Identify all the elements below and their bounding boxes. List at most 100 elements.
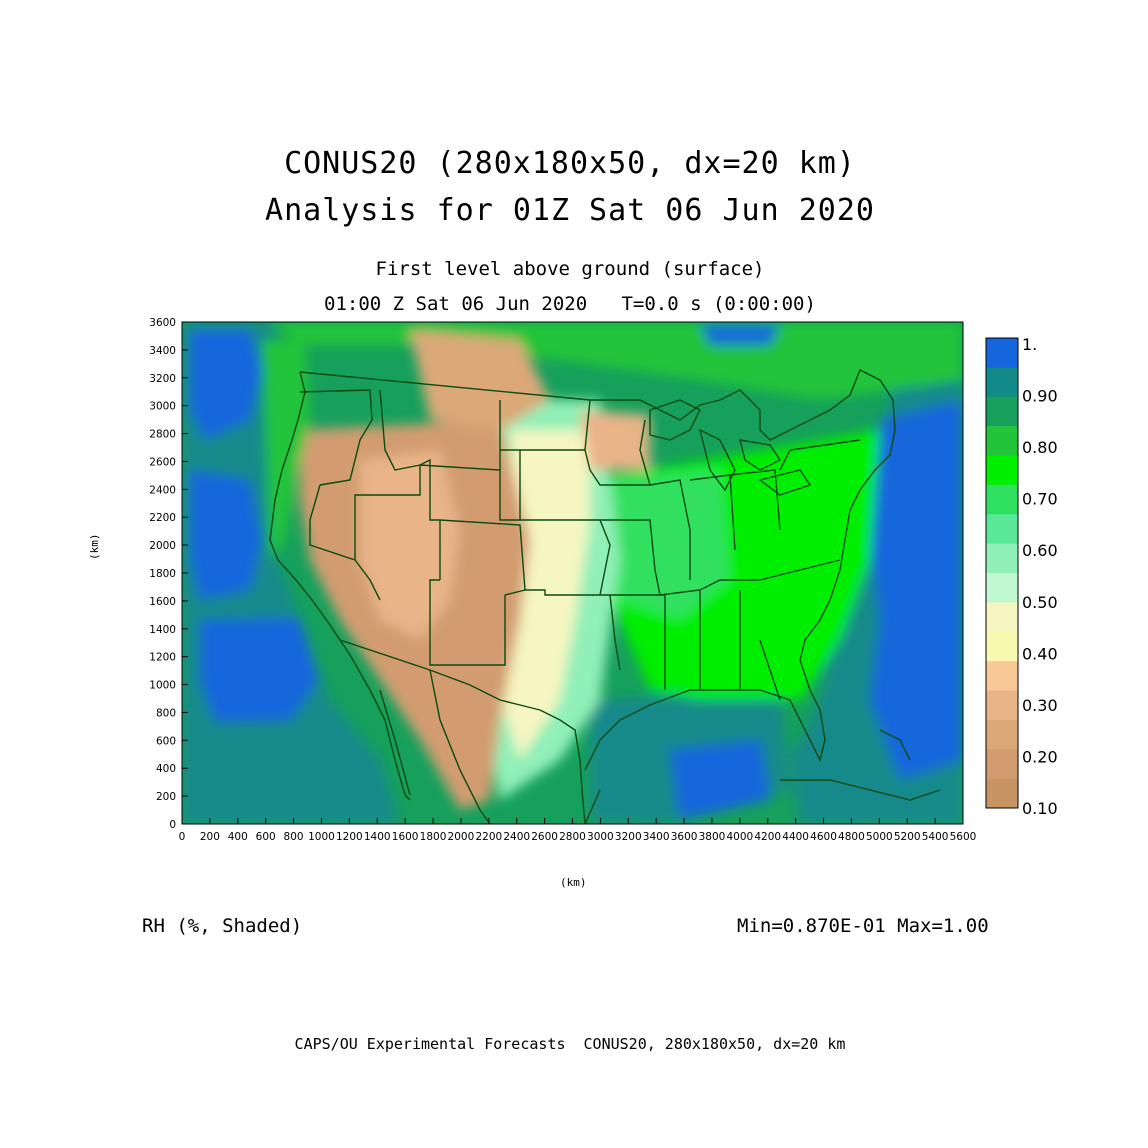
y-tick-label: 1600 bbox=[149, 596, 176, 608]
colorbar: 1. 0.90 0.80 0.70 0.60 0.50 0.40 0.30 0.20 0.10 bbox=[985, 335, 1058, 818]
colorbar-swatch bbox=[986, 338, 1018, 368]
state-lines bbox=[299, 389, 861, 701]
y-tick-label: 0 bbox=[169, 819, 176, 831]
y-tick-label: 2600 bbox=[149, 456, 176, 468]
y-tick-label: 200 bbox=[156, 791, 176, 803]
main-title: CONUS20 (280x180x50, dx=20 km) bbox=[284, 146, 856, 181]
y-axis-label: (km) bbox=[88, 533, 101, 561]
y-tick-label: 2400 bbox=[149, 484, 176, 496]
y-tick-label: 1800 bbox=[149, 568, 176, 580]
x-tick-label: 4400 bbox=[782, 831, 809, 843]
x-tick-label: 400 bbox=[228, 831, 248, 843]
colorbar-swatch bbox=[986, 690, 1018, 721]
gulf-blue bbox=[670, 740, 770, 820]
colorbar-label: 0.80 bbox=[1022, 438, 1058, 457]
colorbar-swatch bbox=[986, 749, 1018, 779]
y-tick-label: 800 bbox=[156, 707, 176, 719]
colorbar-label: 0.30 bbox=[1022, 696, 1058, 715]
dakota-dry bbox=[580, 410, 650, 470]
x-tick-label: 5200 bbox=[894, 831, 921, 843]
x-tick-label: 5000 bbox=[866, 831, 893, 843]
x-tick-label: 2800 bbox=[559, 831, 586, 843]
x-tick-label: 3600 bbox=[671, 831, 698, 843]
colorbar-swatch bbox=[986, 484, 1018, 515]
x-tick-label: 5400 bbox=[922, 831, 949, 843]
footer-credit: CAPS/OU Experimental Forecasts CONUS20, … bbox=[294, 1035, 846, 1053]
x-tick-label: 3400 bbox=[643, 831, 670, 843]
x-axis-label: (km) bbox=[560, 876, 587, 889]
min-max-label: Min=0.870E-01 Max=1.00 bbox=[737, 915, 989, 937]
atlantic-blue bbox=[870, 400, 963, 780]
east-green-light bbox=[600, 470, 730, 620]
colorbar-swatch bbox=[986, 455, 1018, 486]
x-axis-ticks: 0 200 400 600 800 1000 1200 1400 1600 1800 2000 220… bbox=[179, 818, 977, 843]
y-axis-ticks: 0 200 400 600 800 1000 1200 1400 1600 1800 2000 220… bbox=[149, 317, 188, 831]
colorbar-swatch bbox=[986, 661, 1018, 691]
northrockies-dry bbox=[410, 330, 550, 430]
x-tick-label: 3800 bbox=[699, 831, 726, 843]
x-tick-label: 3000 bbox=[587, 831, 614, 843]
colorbar-label: 0.20 bbox=[1022, 747, 1058, 766]
colorbar-label: 0.60 bbox=[1022, 541, 1058, 560]
x-tick-label: 1400 bbox=[364, 831, 391, 843]
y-tick-label: 2800 bbox=[149, 429, 176, 441]
colorbar-label: 0.10 bbox=[1022, 799, 1058, 818]
us-outline bbox=[269, 369, 896, 824]
analysis-title: Analysis for 01Z Sat 06 Jun 2020 bbox=[265, 193, 875, 228]
y-tick-label: 1000 bbox=[149, 680, 176, 692]
x-tick-label: 600 bbox=[256, 831, 276, 843]
pacific-blue-2 bbox=[190, 470, 262, 600]
colorbar-label: 0.50 bbox=[1022, 593, 1058, 612]
x-tick-label: 1000 bbox=[308, 831, 335, 843]
y-tick-label: 400 bbox=[156, 763, 176, 775]
y-tick-label: 600 bbox=[156, 735, 176, 747]
colorbar-frame bbox=[985, 337, 1019, 809]
y-tick-label: 1400 bbox=[149, 624, 176, 636]
colorbar-swatch bbox=[986, 602, 1018, 633]
x-tick-label: 1200 bbox=[336, 831, 363, 843]
colorbar-swatch bbox=[986, 719, 1018, 750]
mexico-lines bbox=[379, 669, 601, 824]
x-tick-label: 3200 bbox=[615, 831, 642, 843]
colorbar-swatch bbox=[986, 778, 1018, 809]
x-tick-label: 4200 bbox=[754, 831, 781, 843]
x-tick-label: 1800 bbox=[420, 831, 447, 843]
pacific-blue-3 bbox=[200, 618, 318, 722]
x-tick-label: 5600 bbox=[950, 831, 977, 843]
y-tick-label: 2200 bbox=[149, 512, 176, 524]
political-boundaries bbox=[269, 369, 941, 824]
level-subtitle: First level above ground (surface) bbox=[375, 258, 765, 280]
colorbar-swatch bbox=[986, 573, 1018, 603]
colorbar-swatch bbox=[986, 631, 1018, 662]
y-tick-label: 3400 bbox=[149, 345, 176, 357]
colorbar-label: 0.70 bbox=[1022, 490, 1058, 509]
x-tick-label: 0 bbox=[179, 831, 186, 843]
x-tick-label: 200 bbox=[200, 831, 220, 843]
colorbar-label: 0.40 bbox=[1022, 644, 1058, 663]
y-tick-label: 3200 bbox=[149, 373, 176, 385]
x-tick-label: 2000 bbox=[448, 831, 475, 843]
y-tick-label: 3000 bbox=[149, 401, 176, 413]
colorbar-swatch bbox=[986, 543, 1018, 574]
x-tick-label: 2400 bbox=[503, 831, 530, 843]
x-tick-label: 1600 bbox=[392, 831, 419, 843]
colorbar-swatch bbox=[986, 514, 1018, 544]
west-dry-light bbox=[360, 450, 460, 640]
y-tick-label: 3600 bbox=[149, 317, 176, 329]
x-tick-label: 4600 bbox=[810, 831, 837, 843]
cuba-caribbean bbox=[780, 729, 941, 801]
pacific-blue-1 bbox=[190, 330, 262, 440]
time-subtitle: 01:00 Z Sat 06 Jun 2020 T=0.0 s (0:00:00… bbox=[324, 293, 816, 315]
variable-label: RH (%, Shaded) bbox=[142, 915, 303, 937]
rh-shaded-field bbox=[182, 322, 963, 824]
colorbar-label: 1. bbox=[1022, 335, 1037, 354]
colorbar-swatch bbox=[986, 396, 1018, 427]
y-tick-label: 2000 bbox=[149, 540, 176, 552]
y-tick-label: 1200 bbox=[149, 652, 176, 664]
x-tick-label: 2200 bbox=[475, 831, 502, 843]
x-tick-label: 4000 bbox=[726, 831, 753, 843]
colorbar-label: 0.90 bbox=[1022, 387, 1058, 406]
x-tick-label: 4800 bbox=[838, 831, 865, 843]
x-tick-label: 800 bbox=[284, 831, 304, 843]
